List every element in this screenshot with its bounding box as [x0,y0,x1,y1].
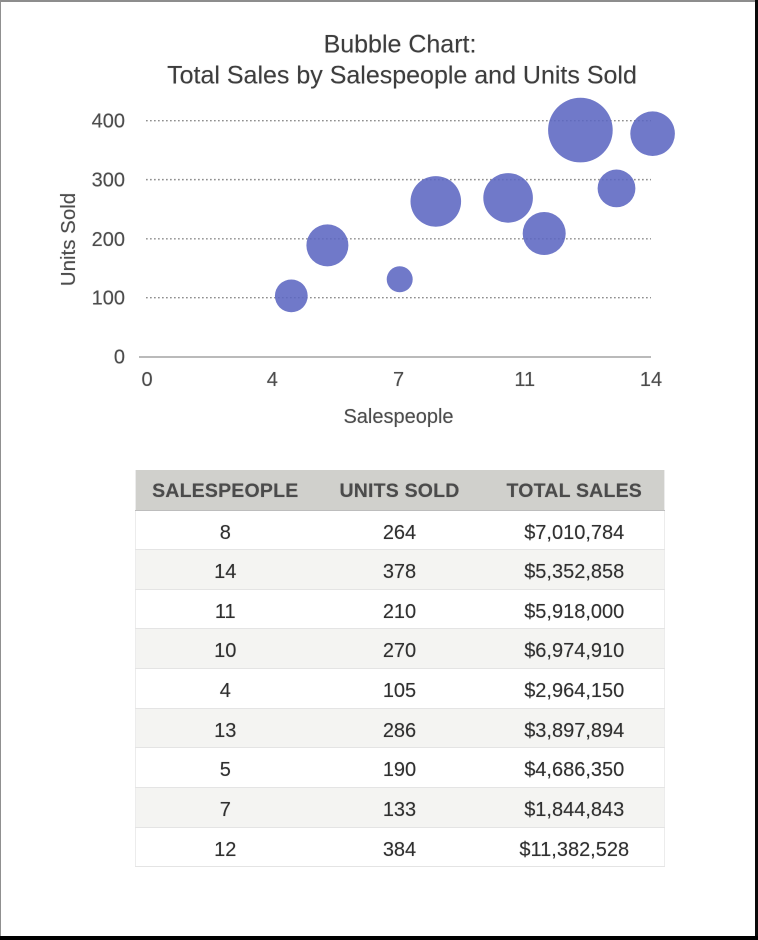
svg-text:300: 300 [92,170,125,192]
svg-text:Total Sales by Salespeople and: Total Sales by Salespeople and Units Sol… [167,62,637,90]
svg-text:200: 200 [92,229,125,251]
svg-text:4: 4 [267,369,278,391]
svg-text:0: 0 [114,347,125,369]
svg-text:100: 100 [92,288,125,310]
svg-text:Units Sold: Units Sold [57,193,80,286]
svg-text:0: 0 [141,369,152,391]
svg-text:14: 14 [640,369,662,391]
svg-text:Bubble Chart:: Bubble Chart: [324,31,477,59]
svg-text:400: 400 [92,111,125,133]
svg-text:Salespeople: Salespeople [343,406,453,428]
svg-text:7: 7 [393,369,404,391]
svg-text:11: 11 [514,369,535,391]
